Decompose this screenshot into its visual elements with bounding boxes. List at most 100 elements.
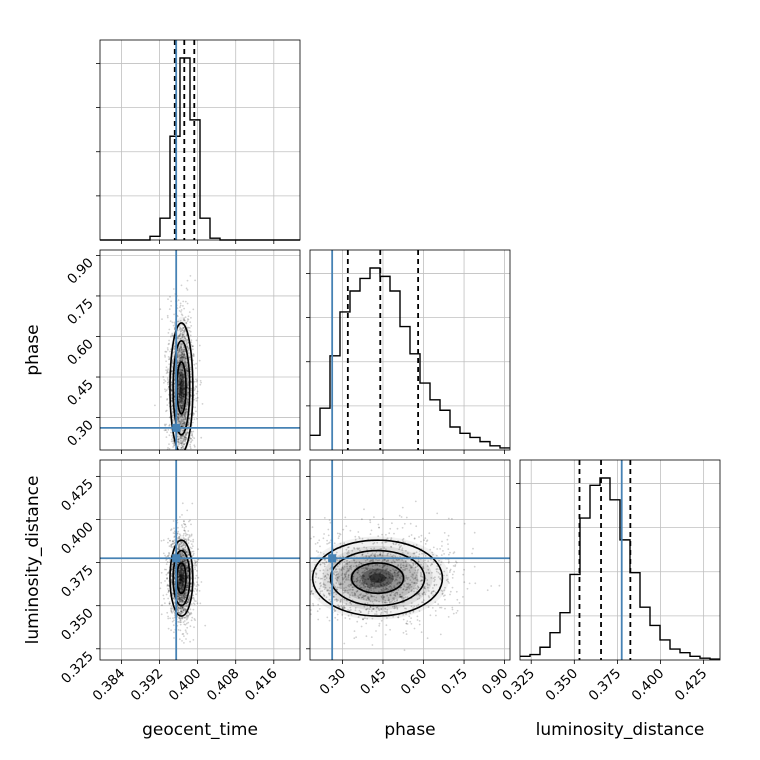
sample-point — [406, 596, 409, 598]
sample-point — [185, 321, 188, 324]
sample-point — [186, 343, 188, 345]
sample-point — [179, 597, 181, 600]
sample-point — [173, 598, 176, 600]
sample-point — [356, 620, 359, 623]
panel-frame — [99, 459, 301, 661]
sample-point — [376, 541, 379, 544]
sample-point — [369, 521, 372, 524]
sample-point — [186, 632, 189, 635]
sample-point — [186, 576, 189, 579]
sample-point — [336, 579, 339, 582]
sample-point — [363, 605, 366, 608]
sample-point — [180, 397, 183, 400]
sample-point — [335, 598, 338, 601]
sample-point — [178, 579, 181, 582]
sample-point — [339, 600, 342, 602]
sample-point — [180, 579, 183, 581]
sample-point — [172, 597, 175, 600]
sample-point — [185, 474, 187, 476]
sample-point — [400, 516, 403, 518]
sample-point — [317, 618, 320, 621]
sample-point — [182, 600, 185, 602]
sample-point — [177, 420, 180, 423]
sample-point — [178, 533, 181, 536]
sample-point — [177, 418, 179, 421]
sample-point — [182, 606, 185, 608]
sample-point — [179, 594, 181, 596]
sample-point — [192, 554, 195, 556]
sample-point — [379, 553, 382, 556]
sample-point — [177, 573, 180, 576]
sample-point — [182, 388, 184, 391]
sample-point — [366, 585, 369, 588]
sample-point — [324, 584, 327, 587]
sample-point — [356, 571, 359, 574]
sample-point — [180, 584, 182, 587]
sample-point — [186, 549, 189, 552]
sample-point — [180, 368, 183, 371]
sample-point — [188, 597, 191, 599]
sample-point — [370, 610, 373, 612]
sample-point — [185, 586, 188, 588]
sample-point — [374, 553, 377, 555]
sample-point — [181, 617, 184, 620]
sample-point — [183, 353, 186, 356]
sample-point — [388, 589, 390, 592]
sample-point — [167, 589, 170, 592]
sample-point — [430, 563, 433, 565]
sample-point — [364, 585, 367, 588]
sample-point — [379, 553, 381, 556]
density-shade — [178, 371, 185, 405]
sample-point — [371, 570, 374, 573]
sample-point — [187, 387, 190, 389]
sample-point — [388, 532, 391, 535]
sample-point — [188, 329, 191, 332]
sample-point — [182, 327, 185, 329]
sample-point — [181, 378, 184, 380]
sample-point — [181, 369, 184, 372]
sample-point — [177, 334, 180, 337]
sample-point — [182, 330, 185, 332]
sample-point — [190, 339, 193, 341]
sample-point — [178, 581, 181, 584]
sample-point — [181, 584, 184, 587]
sample-point — [347, 574, 350, 577]
sample-point — [183, 388, 185, 391]
sample-point — [346, 559, 349, 562]
sample-point — [368, 575, 371, 577]
sample-point — [344, 516, 347, 519]
sample-point — [183, 401, 185, 403]
sample-point — [180, 601, 183, 604]
sample-point — [187, 569, 190, 572]
sample-point — [409, 565, 412, 568]
sample-point — [195, 585, 198, 587]
sample-point — [183, 594, 186, 597]
sample-point — [179, 378, 182, 380]
sample-point — [181, 582, 184, 585]
sample-point — [179, 391, 182, 394]
sample-point — [176, 543, 179, 546]
sample-point — [180, 374, 182, 377]
sample-point — [403, 584, 405, 586]
sample-point — [187, 621, 190, 624]
sample-point — [194, 560, 197, 563]
sample-point — [184, 607, 187, 610]
sample-point — [183, 393, 186, 396]
sample-point — [181, 580, 184, 583]
sample-point — [180, 545, 183, 548]
sample-point — [406, 620, 409, 622]
sample-point — [394, 580, 396, 582]
sample-point — [177, 337, 180, 340]
sample-point — [186, 589, 188, 591]
sample-point — [181, 596, 184, 598]
sample-point — [357, 616, 360, 618]
sample-point — [194, 279, 197, 282]
sample-point — [307, 610, 309, 612]
sample-point — [171, 405, 174, 408]
sample-point — [195, 564, 198, 567]
sample-point — [180, 356, 183, 359]
sample-point — [408, 569, 411, 572]
sample-point — [180, 541, 183, 544]
sample-point — [186, 384, 189, 387]
sample-point — [162, 594, 165, 597]
